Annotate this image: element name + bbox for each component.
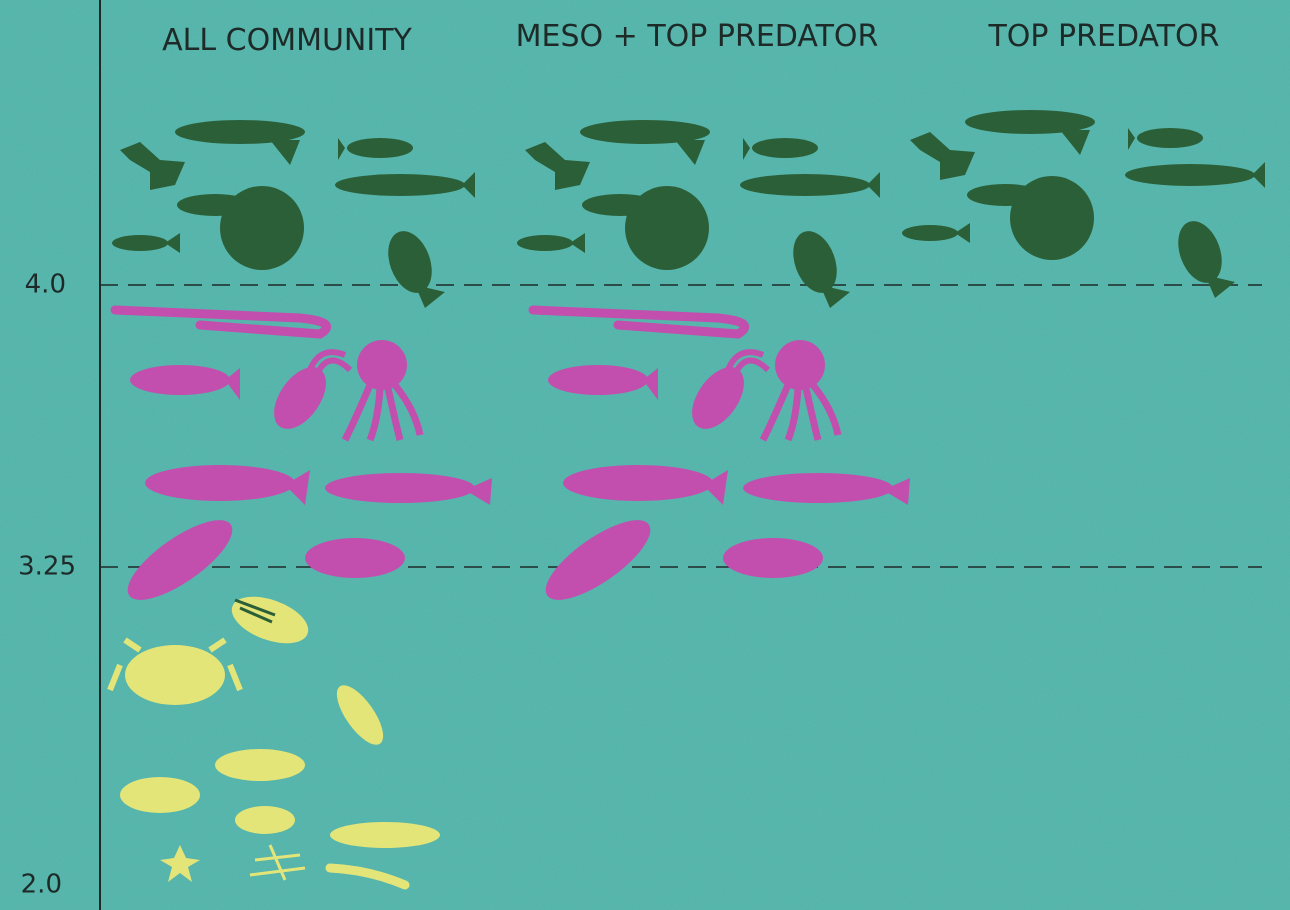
column-title: TOP PREDATOR <box>987 19 1219 54</box>
axis-label: 3.25 <box>18 552 76 582</box>
axis-label: 4.0 <box>25 270 66 300</box>
lower-trophic-group <box>107 596 440 890</box>
column-title: MESO + TOP PREDATOR <box>516 19 879 54</box>
column-title: ALL COMMUNITY <box>162 23 412 58</box>
axis-label: 2.0 <box>21 870 62 900</box>
